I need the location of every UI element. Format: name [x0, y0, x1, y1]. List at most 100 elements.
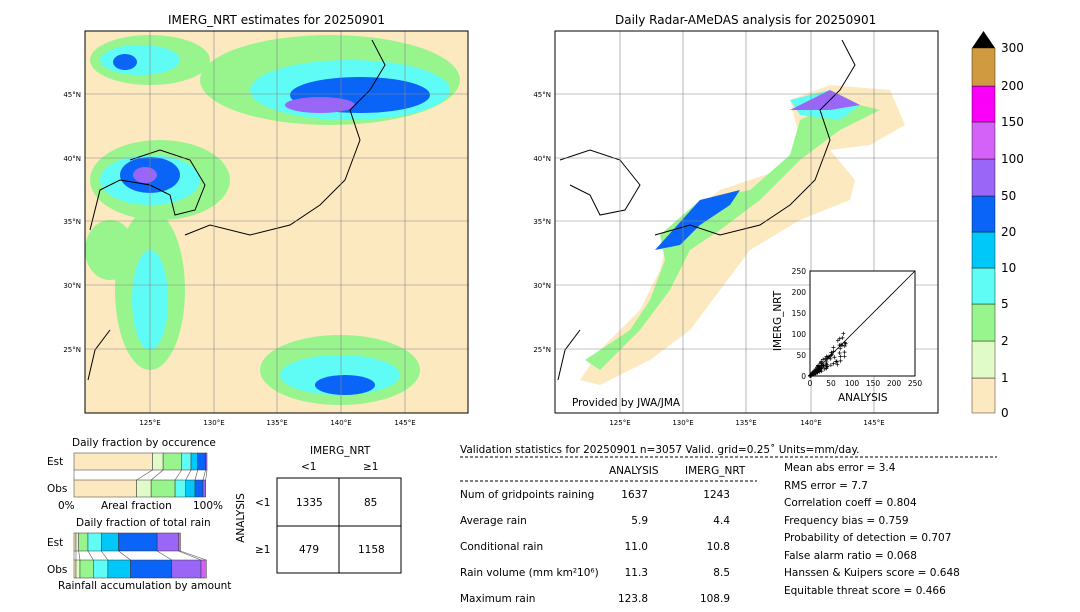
occurrence-right: 100%	[193, 500, 224, 512]
score-line: False alarm ratio = 0.068	[784, 549, 917, 562]
fraction-connector	[205, 469, 208, 481]
stats-label: Rain volume (mm km²10⁶)	[460, 567, 599, 579]
scatter-point	[835, 338, 840, 343]
lon-tick-label: 140°E	[330, 419, 351, 427]
scatter-point	[838, 346, 843, 351]
left-map	[85, 31, 468, 413]
map-gridlines	[85, 31, 938, 413]
score-line: Mean abs error = 3.4	[784, 462, 896, 474]
colorbar-extend-arrow	[972, 31, 995, 48]
colorbar-label: 20	[1001, 225, 1016, 239]
fraction-bar-segment	[171, 559, 202, 579]
colorbar-label: 150	[1001, 115, 1024, 129]
colorbar-segment	[971, 377, 996, 414]
total-rain-obs-label: Obs	[47, 564, 68, 576]
scatter-point	[828, 356, 833, 361]
colorbar-label: 1	[1001, 371, 1009, 385]
colorbar-segment	[971, 121, 996, 160]
fraction-connector	[178, 550, 202, 561]
fraction-bar-segment	[150, 479, 176, 498]
score-line: Hanssen & Kuipers score = 0.648	[784, 567, 960, 579]
scatter-point	[821, 363, 826, 368]
fraction-connector	[118, 550, 131, 561]
stats-a: 11.0	[624, 541, 648, 553]
fraction-bars	[73, 452, 208, 579]
fraction-bar-segment	[202, 479, 206, 498]
col-label-ge1: ≥1	[363, 461, 379, 473]
fraction-bar-segment	[75, 559, 81, 579]
colorbar-label: 50	[1001, 189, 1016, 203]
fraction-connector	[87, 550, 94, 561]
scatter-point	[837, 336, 842, 341]
stats-a: 11.3	[624, 567, 648, 579]
lon-tick-label: 130°E	[203, 419, 224, 427]
fraction-connector	[194, 469, 198, 481]
total-rain-title: Daily fraction of total rain	[76, 517, 211, 529]
scatter-x-tick: 100	[845, 379, 860, 388]
scatter-point	[831, 345, 836, 350]
colorbar-segment	[971, 47, 996, 87]
scatter-point	[818, 366, 823, 371]
map-ticks: 125°E 130°E 135°E 140°E 145°E 45°N 40°N 35°N 30°…	[63, 91, 884, 427]
scatter-point	[816, 363, 821, 368]
data-credit: Provided by JWA/JMA	[572, 397, 681, 409]
scatter-point	[812, 371, 817, 376]
colorbar-label: 300	[1001, 41, 1024, 55]
lat-tick-label: 25°N	[533, 346, 551, 354]
colorbar-segment	[971, 85, 996, 123]
occurrence-est-label: Est	[47, 456, 64, 468]
colorbar-segment	[971, 231, 996, 269]
lat-tick-label: 40°N	[533, 155, 551, 163]
scatter-x-tick: 50	[826, 379, 836, 388]
colorbar-segment	[971, 267, 996, 305]
scatter-ylabel: IMERG_NRT	[772, 290, 785, 352]
lon-tick-label: 145°E	[863, 419, 884, 427]
scatter-x-tick: 150	[866, 379, 881, 388]
scatter-point	[824, 365, 829, 370]
scatter-y-tick: 100	[792, 330, 807, 339]
scatter-point	[842, 340, 847, 345]
lon-tick-label: 145°E	[394, 419, 415, 427]
coastline	[557, 39, 856, 381]
contingency-col-header: IMERG_NRT	[310, 445, 371, 457]
fraction-connector	[101, 550, 109, 561]
lat-tick-label: 35°N	[533, 218, 551, 226]
stats-b: 10.8	[706, 541, 730, 553]
fraction-bar-segment	[73, 479, 137, 498]
stats-label: Maximum rain	[460, 593, 536, 605]
fraction-bar-segment	[194, 479, 204, 498]
fraction-bar-segment	[205, 452, 208, 471]
fraction-bar-segment	[118, 532, 158, 552]
scatter-point	[827, 355, 832, 360]
lat-tick-label: 45°N	[63, 91, 81, 99]
fraction-connector	[150, 469, 164, 481]
right-map-frame	[554, 30, 939, 414]
stats-col-analysis: ANALYSIS	[609, 465, 659, 477]
cell-hit-none: 1335	[296, 497, 323, 509]
scatter-point	[842, 350, 847, 355]
fraction-bar-segment	[101, 532, 119, 552]
scatter-point	[841, 331, 846, 336]
lat-tick-label: 45°N	[533, 91, 551, 99]
fraction-bar-segment	[181, 452, 192, 471]
stats-b: 8.5	[713, 567, 730, 579]
stats-a: 5.9	[631, 515, 648, 527]
fraction-connector	[180, 550, 207, 561]
fraction-bar-segment	[73, 532, 77, 552]
scatter-y-tick: 250	[792, 267, 807, 276]
scatter-y-tick: 150	[792, 309, 807, 318]
scatter-point	[819, 359, 824, 364]
fraction-bar-segment	[79, 559, 94, 579]
stats-label: Average rain	[460, 515, 527, 527]
total-rain-est-label: Est	[47, 537, 64, 549]
fraction-connector	[156, 550, 172, 561]
scatter-point	[837, 351, 842, 356]
fraction-bar-segment	[136, 479, 152, 498]
scatter-point	[825, 364, 830, 369]
occurrence-xlabel: Areal fraction	[101, 500, 172, 512]
right-map-title: Daily Radar-AMeDAS analysis for 20250901	[615, 13, 877, 27]
colorbar-label: 200	[1001, 79, 1024, 93]
scatter-point	[843, 341, 848, 346]
fraction-bar-segment	[78, 532, 89, 552]
lat-tick-label: 25°N	[63, 346, 81, 354]
